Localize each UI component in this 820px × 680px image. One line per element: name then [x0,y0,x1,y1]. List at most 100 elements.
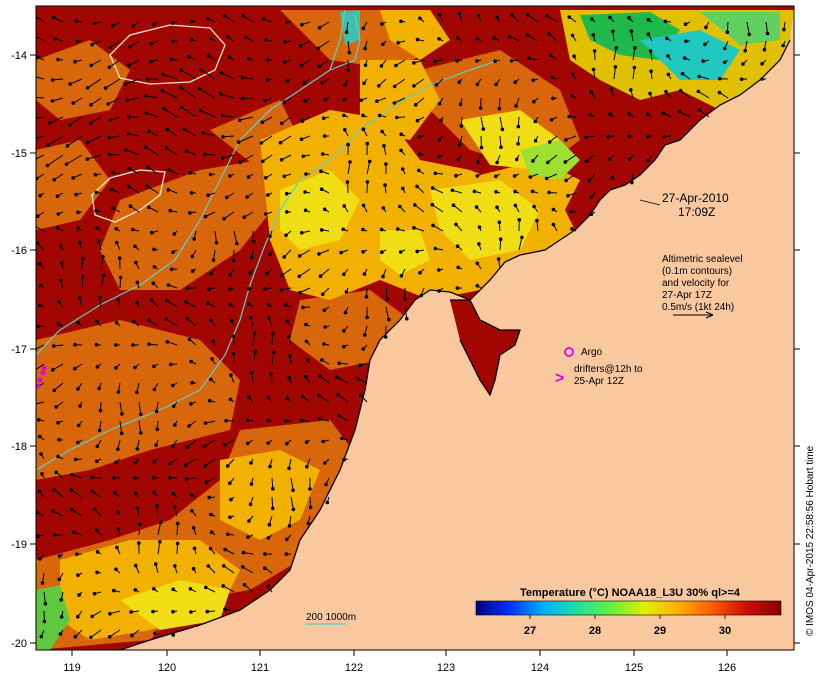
velocity-arrow-head [381,42,385,47]
velocity-arrow-head [65,144,70,148]
altimetry-note-line: 27-Apr 17Z [662,290,712,301]
velocity-arrow-head [173,423,177,427]
velocity-arrow-head [38,193,43,198]
velocity-arrow-head [204,585,208,590]
velocity-arrow-head [126,184,131,188]
velocity-arrow-head [187,424,191,428]
velocity-arrow-head [268,252,272,257]
velocity-arrow [69,116,83,126]
velocity-arrow-head [284,552,289,556]
velocity-arrow-head [175,541,180,546]
velocity-arrow-head [101,254,105,259]
velocity-arrow-head [95,459,99,464]
velocity-arrow-head [741,62,745,66]
velocity-arrow-head [475,59,479,63]
velocity-arrow-head [108,611,112,616]
velocity-arrow-head [56,212,61,216]
velocity-arrow-head [131,343,135,347]
velocity-arrow [108,135,121,139]
velocity-arrow [318,59,330,67]
velocity-arrow-head [240,75,245,80]
velocity-arrow-head [525,33,530,37]
image-date: 27-Apr-2010 [662,191,729,205]
velocity-arrow-head [266,536,271,540]
velocity-arrow-head [282,60,287,65]
argo-legend-icon [564,347,574,357]
velocity-arrow-head [71,101,76,105]
velocity-arrow-head [284,233,288,238]
velocity-arrow-head [475,174,480,178]
velocity-arrow-head [45,163,50,168]
velocity-arrow-head [166,167,171,172]
velocity-arrow-head [648,91,652,96]
velocity-arrow-head [478,106,483,110]
velocity-arrow-head [207,54,211,58]
velocity-arrow [221,72,235,80]
velocity-arrow-head [221,564,226,568]
velocity-arrow-head [114,460,118,465]
velocity-arrow [166,147,178,156]
plot-area [31,6,794,650]
velocity-arrow-head [263,566,267,571]
velocity-arrow [53,489,64,498]
velocity-arrow-head [584,135,588,140]
velocity-arrow-head [760,77,764,81]
velocity-arrow [146,95,159,99]
velocity-arrow-head [50,509,55,513]
velocity-arrow-head [358,393,363,398]
velocity-arrow-head [223,547,227,552]
altimetry-note-line: Altimetric sealevel [662,254,743,265]
velocity-arrow-head [31,117,34,120]
velocity-arrow [366,161,371,175]
velocity-arrow-head [343,83,347,87]
velocity-arrow-head [548,53,553,58]
velocity-arrow [148,319,159,327]
velocity-arrow-head [437,154,442,159]
velocity-arrow [180,69,197,80]
velocity-arrow-head [284,20,289,24]
velocity-arrow-head [220,156,225,160]
velocity-arrow [105,78,121,89]
velocity-arrow-head [71,530,76,534]
velocity-arrow-head [95,570,99,575]
velocity-arrow-head [199,67,203,72]
velocity-arrow-head [250,256,254,260]
velocity-arrow-head [108,118,113,122]
velocity-arrow-head [495,160,499,165]
velocity-arrow [36,154,45,160]
velocity-arrow-head [183,463,188,467]
velocity-arrow [52,363,64,371]
velocity-arrow-head [59,615,64,619]
velocity-arrow-head [80,256,85,261]
velocity-arrow-head [430,186,435,190]
velocity-arrow-head [36,55,40,59]
velocity-arrow-head [282,174,287,179]
velocity-arrow-head [335,375,340,380]
velocity-arrow-head [589,195,593,200]
velocity-arrow-head [36,214,40,218]
velocity-arrow-head [33,370,36,373]
altimetry-note-line: (0.1m contours) [662,266,732,277]
velocity-arrow-head [382,144,386,148]
velocity-arrow-head [346,68,350,72]
velocity-arrow-head [114,320,119,325]
velocity-arrow-head [184,477,189,481]
velocity-arrow-head [253,349,258,354]
velocity-arrow [90,629,102,638]
lon-tick-label: 121 [251,662,269,674]
lon-tick-label: 124 [531,662,549,674]
velocity-arrow-head [184,149,189,153]
velocity-arrow [90,59,102,66]
velocity-arrow-head [319,169,323,173]
velocity-arrow-head [514,104,518,108]
velocity-arrow-head [166,187,171,192]
velocity-arrow-head [592,49,597,53]
velocity-arrow-head [205,609,210,614]
velocity-arrow [185,458,197,466]
velocity-arrow-head [455,59,459,63]
velocity-arrow-head [247,56,251,61]
velocity-arrow-head [133,588,138,592]
velocity-arrow [52,510,64,517]
velocity-arrow-head [238,118,242,122]
velocity-arrow-head [377,84,381,88]
